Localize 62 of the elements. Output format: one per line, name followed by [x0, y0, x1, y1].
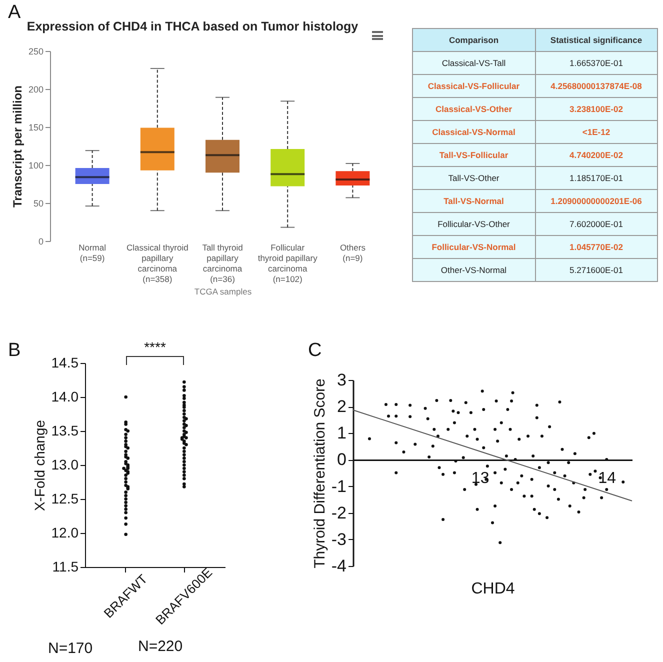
text: Tall-VS-Normal: [412, 190, 535, 212]
x-axis-title: CHD4: [471, 580, 515, 598]
text: N=170: [48, 640, 93, 657]
x-tick-label: 13: [471, 470, 490, 488]
x-tick-label: Classical thyroid papillary carcinoma (n=358): [126, 242, 189, 284]
y-tick-label: 12.0: [51, 524, 79, 540]
text: ****: [144, 338, 166, 355]
text: <1E-12: [535, 120, 658, 144]
text: Classical-VS-Normal: [412, 120, 535, 144]
y-axis-title: X-Fold change: [31, 420, 48, 512]
text: 1.665370E-01: [535, 52, 658, 74]
x-axis-title: TCGA samples: [194, 286, 252, 296]
y-tick-label: 11.5: [52, 558, 79, 574]
y-tick-label: 0: [337, 450, 346, 470]
y-axis-title: Transcript per million: [10, 85, 24, 208]
x-tick-label: Others (n=9): [340, 242, 366, 263]
text: 1.20900000000201E-06: [535, 190, 658, 212]
text: Classical-VS-Follicular: [412, 74, 535, 98]
y-tick-label: 150: [28, 122, 44, 132]
x-tick-label: 14: [598, 470, 616, 488]
text: C: [308, 340, 322, 362]
y-tick-label: 12.5: [51, 490, 79, 506]
text: Other-VS-Normal: [412, 258, 535, 282]
text: B: [8, 340, 21, 362]
text: Tall-VS-Other: [412, 166, 535, 190]
y-tick-label: 2: [337, 397, 346, 416]
text: Statistical significance: [535, 28, 658, 52]
y-tick-label: -3: [331, 530, 346, 549]
y-tick-label: 13.0: [51, 456, 79, 472]
text: 4.25680000137874E-08: [535, 74, 658, 98]
y-tick-label: 14.0: [51, 388, 79, 404]
y-tick-label: 200: [28, 84, 44, 94]
chart-title: Expression of CHD4 in THCA based on Tumor histology: [26, 20, 358, 34]
text: 3.238100E-02: [535, 98, 658, 120]
text: 1.045770E-02: [535, 236, 658, 258]
x-tick-label: Normal (n=59): [78, 242, 106, 263]
text: Classical-VS-Tall: [412, 52, 535, 74]
text: Classical-VS-Other: [412, 98, 535, 120]
text: A: [8, 2, 21, 24]
y-tick-label: -2: [331, 503, 346, 522]
y-tick-label: 14.5: [51, 354, 79, 370]
text: 5.271600E-01: [535, 258, 658, 282]
text: 4.740200E-02: [535, 144, 658, 166]
text: 7.602000E-01: [535, 212, 658, 236]
y-axis-title: Thyroid Differentiation Score: [311, 378, 328, 568]
y-tick-label: 3: [337, 370, 346, 390]
text: Comparison: [412, 28, 535, 52]
y-tick-label: -1: [331, 476, 346, 496]
y-tick-label: -4: [331, 556, 346, 576]
text: Follicular-VS-Normal: [412, 236, 535, 258]
text: Follicular-VS-Other: [412, 212, 535, 236]
text: Tall-VS-Follicular: [412, 144, 535, 166]
text: 1.185170E-01: [535, 166, 658, 190]
y-tick-label: 13.5: [51, 422, 79, 438]
y-tick-label: 100: [28, 160, 44, 170]
text: N=220: [138, 638, 183, 655]
x-tick-label: Tall thyroid papillary carcinoma (n=36): [202, 242, 244, 284]
y-tick-label: 50: [33, 198, 44, 208]
y-tick-label: 1: [337, 424, 346, 443]
x-tick-label: Follicular thyroid papillary carcinoma (n=102): [258, 242, 318, 284]
y-tick-label: 250: [28, 46, 44, 56]
y-tick-label: 0: [38, 236, 44, 246]
